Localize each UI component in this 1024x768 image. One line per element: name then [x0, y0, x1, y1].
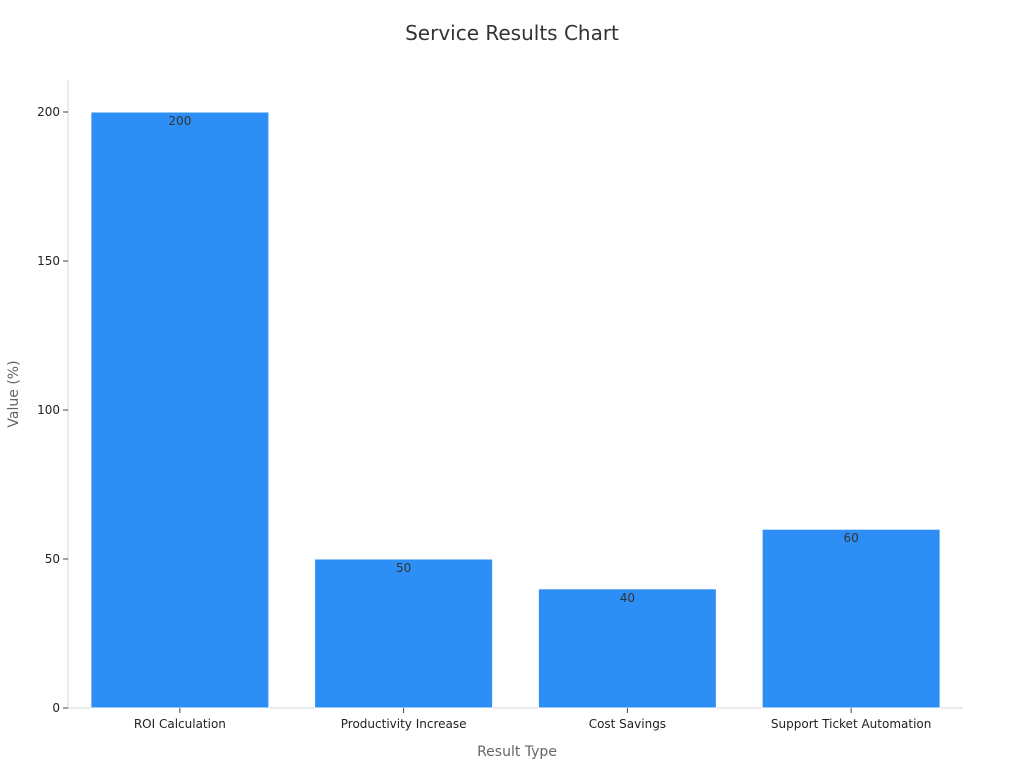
- x-ticks-group: ROI Calculation Productivity Increase Cost…: [134, 708, 931, 731]
- y-tick-label: 150: [37, 254, 60, 268]
- x-tick-label: Cost Savings: [589, 717, 666, 731]
- bar: [761, 528, 941, 709]
- x-tick-label: ROI Calculation: [134, 717, 226, 731]
- y-tick-label: 50: [45, 552, 60, 566]
- y-tick-label: 0: [52, 701, 60, 715]
- y-axis-label: Value (%): [6, 360, 22, 427]
- bar: [537, 588, 717, 709]
- bar: [90, 111, 270, 709]
- bar-value-label: 200: [168, 114, 191, 128]
- y-tick-label: 200: [37, 105, 60, 119]
- chart-title: Service Results Chart: [405, 21, 619, 45]
- x-tick-label: Productivity Increase: [341, 717, 467, 731]
- bar: [314, 558, 494, 709]
- bar-value-label: 40: [620, 591, 635, 605]
- x-axis-label: Result Type: [477, 744, 557, 760]
- bar-value-label: 60: [843, 531, 858, 545]
- y-tick-label: 100: [37, 403, 60, 417]
- bars-group: 200 50 40 60: [90, 111, 941, 709]
- x-tick-label: Support Ticket Automation: [771, 717, 931, 731]
- y-ticks-group: 0 50 100 150 200: [37, 105, 68, 715]
- bar-value-label: 50: [396, 561, 411, 575]
